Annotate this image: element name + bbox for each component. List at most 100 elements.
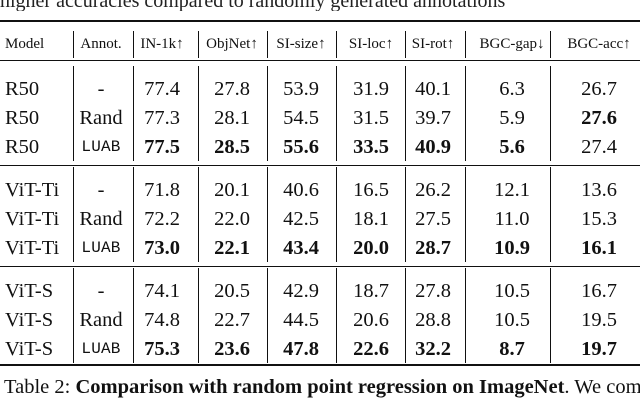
cell-model: Model xyxy=(5,36,45,52)
column-separator xyxy=(73,167,74,262)
column-separator xyxy=(267,167,268,262)
cell-annot: Rand xyxy=(79,208,123,230)
group-separator-rule xyxy=(0,266,640,267)
cell-annot: LUAB xyxy=(81,138,121,156)
cell-bgcacc: 26.7 xyxy=(581,78,617,100)
cell-siloc: 16.5 xyxy=(353,179,389,201)
table-bottom-rule xyxy=(0,364,640,366)
column-separator xyxy=(73,31,74,58)
column-separator xyxy=(198,268,199,363)
cell-annot: Rand xyxy=(79,309,123,331)
cell-siloc: 31.9 xyxy=(353,78,389,100)
cell-in1k: 73.0 xyxy=(144,237,180,259)
column-separator xyxy=(198,66,199,161)
cell-sisize: 42.5 xyxy=(283,208,319,230)
column-separator xyxy=(405,268,406,363)
cell-bgcgap: 10.5 xyxy=(494,309,530,331)
cell-bgcacc: BGC-acc↑ xyxy=(567,36,631,52)
column-separator xyxy=(405,167,406,262)
cell-objnet: 28.1 xyxy=(214,107,250,129)
cell-objnet: 22.0 xyxy=(214,208,250,230)
cell-model: R50 xyxy=(5,136,40,158)
table-row: ViT-S - 74.1 20.5 42.9 18.7 27.8 10.5 16.7 xyxy=(0,276,640,306)
cell-in1k: 74.8 xyxy=(144,309,180,331)
table-row: ViT-S Rand 74.8 22.7 44.5 20.6 28.8 10.5 19.5 xyxy=(0,305,640,335)
column-separator xyxy=(465,268,466,363)
cell-bgcgap: BGC-gap↓ xyxy=(479,36,545,52)
table-row: ViT-S LUAB 75.3 23.6 47.8 22.6 32.2 8.7 19.7 xyxy=(0,334,640,364)
column-separator xyxy=(405,66,406,161)
cell-bgcacc: 16.7 xyxy=(581,280,617,302)
cell-sirot: 26.2 xyxy=(415,179,451,201)
cell-sirot: 40.1 xyxy=(415,78,451,100)
cell-objnet: 20.1 xyxy=(214,179,250,201)
cell-objnet: 28.5 xyxy=(214,136,250,158)
cell-sisize: 43.4 xyxy=(283,237,319,259)
cell-siloc: 33.5 xyxy=(353,136,389,158)
cell-siloc: 22.6 xyxy=(353,338,389,360)
cell-bgcacc: 19.7 xyxy=(581,338,617,360)
cell-sisize: 54.5 xyxy=(283,107,319,129)
column-separator xyxy=(133,31,134,58)
cell-annot: LUAB xyxy=(81,340,121,358)
cell-annot: - xyxy=(97,280,105,302)
cell-sisize: 55.6 xyxy=(283,136,319,158)
table-row: ViT-Ti - 71.8 20.1 40.6 16.5 26.2 12.1 13.6 xyxy=(0,175,640,205)
cell-in1k: 77.5 xyxy=(144,136,180,158)
column-separator xyxy=(550,31,551,58)
cell-sirot: SI-rot↑ xyxy=(411,36,455,52)
cell-in1k: IN-1k↑ xyxy=(140,36,184,52)
cell-model: R50 xyxy=(5,107,40,129)
cell-siloc: SI-loc↑ xyxy=(348,36,394,52)
cell-objnet: 20.5 xyxy=(214,280,250,302)
column-separator xyxy=(133,66,134,161)
column-separator xyxy=(336,268,337,363)
cell-model: ViT-Ti xyxy=(5,237,60,259)
cell-siloc: 18.1 xyxy=(353,208,389,230)
cell-sisize: 42.9 xyxy=(283,280,319,302)
cell-bgcacc: 19.5 xyxy=(581,309,617,331)
cell-siloc: 18.7 xyxy=(353,280,389,302)
table-row: ViT-Ti LUAB 73.0 22.1 43.4 20.0 28.7 10.9 16.1 xyxy=(0,233,640,263)
column-separator xyxy=(465,167,466,262)
cell-bgcgap: 10.9 xyxy=(494,237,530,259)
cell-annot: Annot. xyxy=(80,36,122,52)
column-separator xyxy=(133,167,134,262)
caption-prefix: Table 2: xyxy=(4,376,76,398)
cell-bgcgap: 5.6 xyxy=(499,136,525,158)
group-separator-rule xyxy=(0,165,640,166)
cell-sirot: 39.7 xyxy=(415,107,451,129)
cell-annot: - xyxy=(97,179,105,201)
column-separator xyxy=(336,66,337,161)
cell-model: ViT-Ti xyxy=(5,179,60,201)
cell-in1k: 77.4 xyxy=(144,78,180,100)
cell-annot: Rand xyxy=(79,107,123,129)
column-separator xyxy=(267,66,268,161)
table-caption: Table 2: Comparison with random point re… xyxy=(4,374,640,400)
cell-objnet: 23.6 xyxy=(214,338,250,360)
header-rule xyxy=(0,60,640,61)
cell-sisize: 40.6 xyxy=(283,179,319,201)
cell-sirot: 27.8 xyxy=(415,280,451,302)
table-header-row: Model Annot. IN-1k↑ ObjNet↑ SI-size↑ SI-loc↑ S… xyxy=(0,29,640,59)
cell-in1k: 75.3 xyxy=(144,338,180,360)
cell-bgcacc: 13.6 xyxy=(581,179,617,201)
cell-bgcgap: 8.7 xyxy=(499,338,525,360)
cell-bgcgap: 5.9 xyxy=(499,107,525,129)
cell-bgcacc: 27.6 xyxy=(581,107,617,129)
cell-sisize: SI-size↑ xyxy=(276,36,326,52)
cell-model: ViT-S xyxy=(5,338,54,360)
table-row: R50 Rand 77.3 28.1 54.5 31.5 39.7 5.9 27.6 xyxy=(0,103,640,133)
column-separator xyxy=(336,31,337,58)
cell-bgcgap: 11.0 xyxy=(494,208,530,230)
cell-bgcgap: 12.1 xyxy=(494,179,530,201)
cell-sirot: 40.9 xyxy=(415,136,451,158)
cell-objnet: ObjNet↑ xyxy=(206,36,258,52)
cell-in1k: 71.8 xyxy=(144,179,180,201)
cell-sirot: 28.8 xyxy=(415,309,451,331)
column-separator xyxy=(550,167,551,262)
column-separator xyxy=(336,167,337,262)
cell-model: ViT-S xyxy=(5,309,54,331)
cell-objnet: 27.8 xyxy=(214,78,250,100)
column-separator xyxy=(550,268,551,363)
